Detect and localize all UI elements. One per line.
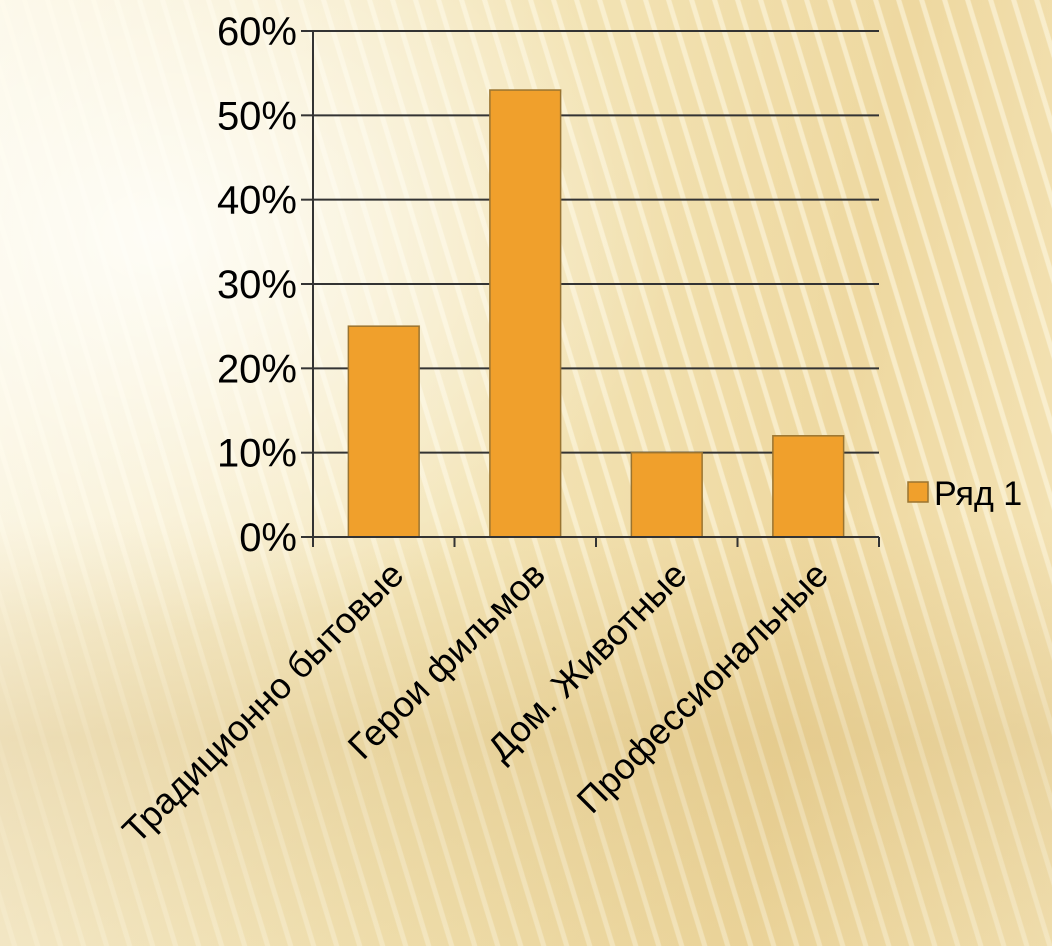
legend: Ряд 1: [907, 475, 1022, 513]
bars: [347, 89, 845, 538]
legend-label: Ряд 1: [934, 475, 1022, 513]
y-tick-label: 50%: [217, 94, 297, 138]
bar: [630, 451, 703, 538]
bar: [347, 325, 420, 538]
y-tick-label: 40%: [217, 179, 297, 223]
y-axis-ticks: 0% 10% 20% 30% 40% 50% 60%: [217, 10, 297, 560]
y-tick-label: 60%: [217, 10, 297, 54]
x-tick-label: Традиционно бытовые: [114, 554, 411, 851]
axes: [301, 30, 880, 547]
y-tick-label: 0%: [239, 516, 297, 560]
bar: [772, 435, 845, 538]
title-layer: -: [580, 0, 595, 14]
y-tick-label: 30%: [217, 263, 297, 307]
legend-swatch: [907, 481, 929, 503]
bar: [489, 89, 562, 538]
y-tick-label: 20%: [217, 347, 297, 391]
x-tick-label: Профессиональные: [569, 554, 836, 821]
y-tick-label: 10%: [217, 432, 297, 476]
chart-title-fragment: -: [580, 0, 595, 14]
